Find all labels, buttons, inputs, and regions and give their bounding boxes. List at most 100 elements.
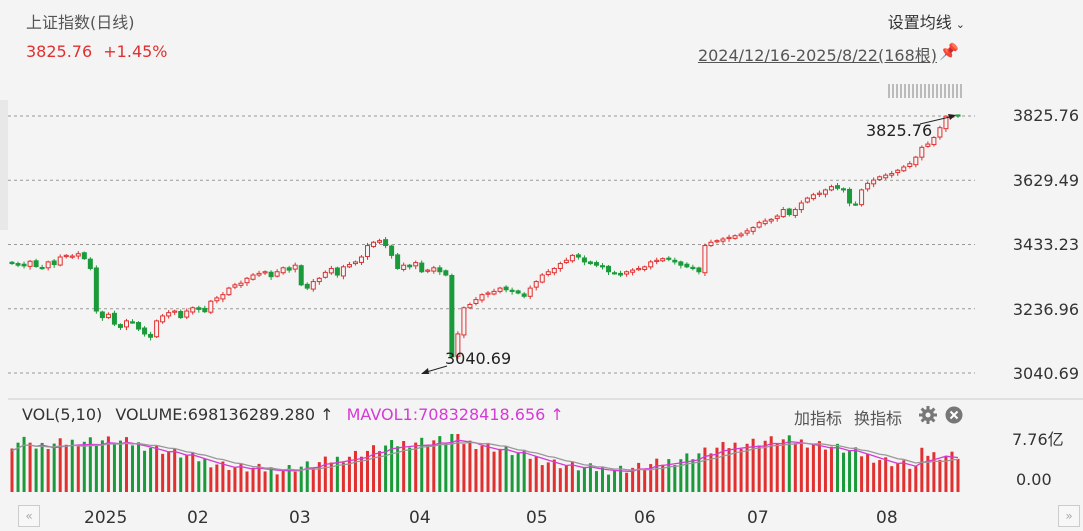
candle-body bbox=[178, 311, 184, 319]
candle-body bbox=[27, 260, 33, 267]
candle-body bbox=[816, 192, 822, 195]
candle-body bbox=[93, 267, 99, 312]
volume-bar bbox=[94, 444, 98, 492]
volume-bar bbox=[227, 470, 231, 492]
candle-body bbox=[593, 262, 599, 266]
volume-bar bbox=[372, 445, 376, 492]
candle-body bbox=[943, 115, 949, 130]
candle-body bbox=[708, 241, 714, 247]
volume-bar bbox=[275, 474, 279, 492]
volume-axis-bottom: 0.00 bbox=[1016, 470, 1052, 489]
range-scrollbar[interactable] bbox=[888, 84, 964, 98]
candle-body bbox=[142, 327, 148, 335]
volume-bar bbox=[588, 463, 592, 492]
candle-body bbox=[425, 269, 431, 272]
candle-body bbox=[527, 287, 533, 297]
volume-bar bbox=[703, 447, 707, 492]
volume-bar bbox=[46, 449, 50, 492]
candle-body bbox=[587, 261, 593, 265]
volume-bar bbox=[293, 471, 297, 492]
volume-bar bbox=[299, 466, 303, 492]
volume-bar bbox=[625, 472, 629, 492]
volume-bar bbox=[751, 438, 755, 492]
volume-bar bbox=[438, 436, 442, 492]
volume-bar bbox=[637, 462, 641, 492]
candle-body bbox=[883, 174, 889, 179]
candle-body bbox=[136, 321, 142, 330]
candle-body bbox=[99, 311, 105, 319]
candle-body bbox=[925, 143, 931, 147]
candle-body bbox=[328, 267, 334, 274]
candle-body bbox=[599, 265, 605, 268]
volume-value: VOLUME:698136289.280 bbox=[115, 405, 316, 424]
candle-body bbox=[497, 287, 503, 292]
scroll-right-button[interactable]: » bbox=[1058, 505, 1080, 527]
volume-bar bbox=[950, 451, 954, 492]
low-label: 3040.69 bbox=[445, 349, 511, 368]
candle-body bbox=[69, 255, 75, 258]
volume-bar bbox=[613, 470, 617, 492]
set-moving-average-button[interactable]: 设置均线 ⌄ bbox=[888, 9, 965, 33]
volume-bar bbox=[769, 436, 773, 492]
candle-body bbox=[226, 287, 232, 296]
volume-bar bbox=[576, 470, 580, 492]
candle-body bbox=[624, 271, 630, 275]
candle-body bbox=[358, 256, 364, 263]
candle-body bbox=[160, 315, 166, 323]
candle-body bbox=[630, 269, 636, 273]
volume-bar bbox=[649, 464, 653, 492]
mavol2-line bbox=[11, 441, 959, 471]
candle-body bbox=[280, 267, 286, 274]
candle-body bbox=[274, 271, 280, 277]
volume-bar bbox=[323, 456, 327, 492]
volume-indicator-name[interactable]: VOL(5,10) bbox=[22, 405, 103, 424]
candle-body bbox=[87, 258, 93, 269]
volume-bar bbox=[878, 460, 882, 492]
switch-indicator-button[interactable]: 换指标 bbox=[854, 409, 903, 428]
candle-body bbox=[853, 203, 859, 206]
candlestick-series bbox=[9, 114, 961, 359]
volume-bar bbox=[805, 447, 809, 492]
left-edge-handle[interactable] bbox=[0, 100, 8, 230]
candle-body bbox=[33, 260, 39, 268]
candle-body bbox=[154, 320, 160, 338]
date-range-selector[interactable]: 2024/12/16-2025/8/22(168根) bbox=[697, 46, 937, 65]
volume-bar bbox=[866, 453, 870, 492]
scroll-left-button[interactable]: « bbox=[18, 505, 40, 527]
volume-bar bbox=[582, 466, 586, 492]
gear-icon[interactable] bbox=[918, 405, 938, 425]
volume-bar bbox=[902, 460, 906, 492]
volume-bar bbox=[468, 440, 472, 492]
candle-body bbox=[244, 277, 250, 284]
candle-body bbox=[822, 189, 828, 195]
candle-body bbox=[383, 239, 389, 247]
volume-bar bbox=[914, 465, 918, 492]
close-icon[interactable] bbox=[945, 406, 963, 424]
high-annotation: 3825.76 bbox=[866, 114, 956, 140]
volume-bar bbox=[528, 458, 532, 492]
volume-bar bbox=[908, 468, 912, 492]
candle-body bbox=[256, 272, 262, 276]
volume-bar bbox=[872, 462, 876, 492]
volume-bar bbox=[558, 468, 562, 492]
candle-body bbox=[262, 271, 268, 274]
candle-body bbox=[828, 186, 834, 191]
pin-icon[interactable]: 📌 bbox=[939, 42, 959, 61]
volume-bar bbox=[10, 448, 14, 492]
volume-bar bbox=[64, 444, 68, 492]
candle-body bbox=[871, 179, 877, 185]
volume-bar bbox=[40, 442, 44, 492]
add-indicator-button[interactable]: 加指标 bbox=[794, 409, 843, 428]
volume-bar bbox=[408, 447, 412, 492]
candle-body bbox=[877, 176, 883, 181]
candle-body bbox=[575, 254, 581, 258]
candle-body bbox=[714, 240, 720, 243]
volume-bar bbox=[498, 448, 502, 492]
volume-bar bbox=[221, 461, 225, 492]
volume-bar bbox=[721, 442, 725, 492]
candle-body bbox=[238, 282, 244, 286]
volume-bar bbox=[739, 448, 743, 492]
month-label-08: 08 bbox=[876, 508, 898, 528]
volume-bar bbox=[287, 465, 291, 492]
